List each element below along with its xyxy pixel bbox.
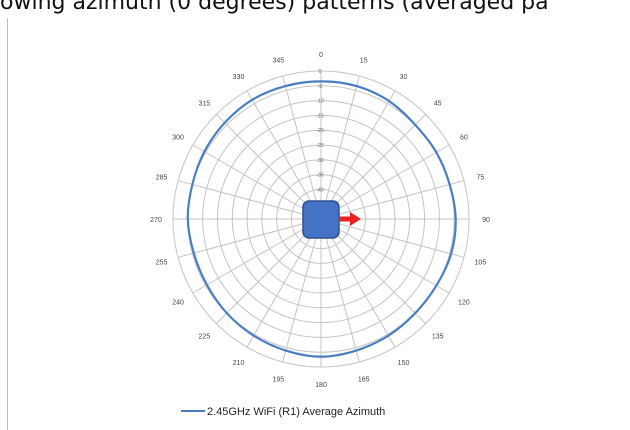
grid-spoke (215, 218, 322, 325)
angle-label: 315 (198, 100, 210, 107)
angle-label: 120 (458, 300, 470, 307)
radial-tick-label: -20 (316, 128, 323, 134)
angle-label: 330 (233, 74, 245, 81)
angle-label: 240 (172, 300, 184, 307)
angle-label: 255 (156, 260, 168, 267)
grid-spoke (320, 218, 396, 348)
angle-label: 165 (358, 376, 370, 383)
angle-label: 150 (398, 360, 410, 367)
grid-spoke (246, 90, 322, 220)
grid-spoke (215, 113, 322, 220)
grid-spoke (282, 218, 322, 363)
angle-label: 300 (172, 135, 184, 142)
grid-spoke (320, 75, 360, 220)
grid-spoke (320, 218, 360, 363)
angle-label: 225 (198, 334, 210, 341)
radial-tick-label: -35 (316, 173, 323, 179)
figure-frame-left-border (7, 18, 8, 430)
angle-label: 105 (475, 260, 487, 267)
angle-label: 60 (460, 135, 468, 142)
grid-spoke (246, 218, 322, 348)
radial-tick-label: 0 (319, 69, 322, 75)
radial-tick-label: -30 (316, 158, 323, 164)
device-marker (302, 200, 340, 239)
angle-label: 135 (432, 334, 444, 341)
radial-tick-label: -15 (316, 113, 323, 119)
radial-tick-label: -25 (316, 143, 323, 149)
arrow-head (350, 212, 361, 226)
angle-label: 45 (434, 100, 442, 107)
grid-spoke (192, 144, 322, 220)
angle-label: 75 (476, 174, 484, 181)
angle-label: 15 (360, 58, 368, 65)
radial-tick-labels: 0-5-10-15-20-25-30-35-40-45-50 (316, 69, 323, 223)
grid-spoke (282, 75, 322, 220)
grid-spoke (320, 144, 450, 220)
radial-tick-label: -5 (318, 84, 323, 90)
grid-spoke (320, 218, 427, 325)
grid-spoke (320, 113, 427, 220)
angle-labels: 0 15 30 45 60 75 90 105 120 135 150 165 180 195 210 225… (150, 52, 490, 389)
grid-spoke (320, 218, 450, 294)
angle-label: 90 (482, 217, 490, 224)
angle-label: 195 (272, 376, 284, 383)
angle-label: 0 (319, 52, 323, 59)
angle-label: 180 (315, 382, 327, 389)
angle-label: 270 (150, 217, 162, 224)
grid-spoke (320, 218, 465, 258)
angle-label: 30 (400, 74, 408, 81)
device-box (302, 200, 340, 239)
legend-label: 2.45GHz WiFi (R1) Average Azimuth (207, 406, 385, 418)
grid-spoke (192, 218, 322, 294)
chart-legend: 2.45GHz WiFi (R1) Average Azimuth (181, 406, 385, 418)
polar-spokes (173, 71, 469, 367)
direction-arrow (339, 212, 361, 226)
angle-label: 345 (272, 58, 284, 65)
series-trace-line (186, 80, 457, 358)
radial-tick-label: -10 (316, 99, 323, 105)
page-heading-fragment: owing azimuth (0 degrees) patterns (aver… (0, 0, 549, 15)
grid-spoke (320, 180, 465, 220)
angle-label: 285 (156, 174, 168, 181)
grid-spoke (177, 180, 322, 220)
angle-label: 210 (233, 360, 245, 367)
radial-tick-label: -40 (316, 187, 323, 193)
grid-spoke (320, 90, 396, 220)
grid-spoke (177, 218, 322, 258)
series-traces (186, 80, 457, 358)
